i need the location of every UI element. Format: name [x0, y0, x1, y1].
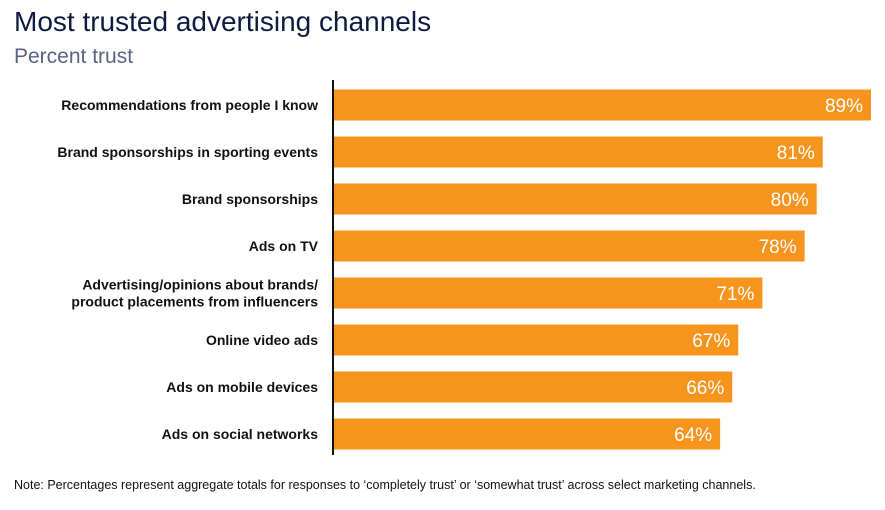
- bar: [334, 277, 763, 309]
- category-label: Online video ads: [206, 332, 318, 348]
- category-label: Ads on TV: [249, 238, 319, 254]
- chart-subtitle: Percent trust: [14, 45, 134, 68]
- category-label: Brand sponsorships: [182, 191, 318, 207]
- data-label: 78%: [759, 237, 797, 258]
- category-label: Ads on social networks: [162, 426, 319, 442]
- data-label: 71%: [716, 284, 754, 305]
- bar: [334, 418, 721, 450]
- bar: [334, 230, 805, 262]
- category-label: Advertising/opinions about brands/: [82, 277, 318, 293]
- data-label: 66%: [686, 378, 724, 399]
- bar-chart: 89% Recommendations from people I know 81%…: [57, 80, 871, 455]
- data-label: 64%: [674, 425, 712, 446]
- category-label: product placements from influencers: [71, 294, 318, 310]
- data-label: 67%: [692, 331, 730, 352]
- category-label: Recommendations from people I know: [61, 97, 318, 113]
- category-label: Brand sponsorships in sporting events: [57, 144, 318, 160]
- chart-note: Note: Percentages represent aggregate to…: [14, 478, 756, 492]
- data-label: 80%: [771, 190, 809, 211]
- bar: [334, 183, 817, 215]
- bar: [334, 324, 739, 356]
- bar: [334, 136, 823, 168]
- bar: [334, 371, 733, 403]
- chart-title: Most trusted advertising channels: [14, 6, 432, 37]
- data-label: 81%: [777, 143, 815, 164]
- category-label: Ads on mobile devices: [166, 379, 318, 395]
- data-label: 89%: [825, 96, 863, 117]
- bar: [334, 89, 871, 121]
